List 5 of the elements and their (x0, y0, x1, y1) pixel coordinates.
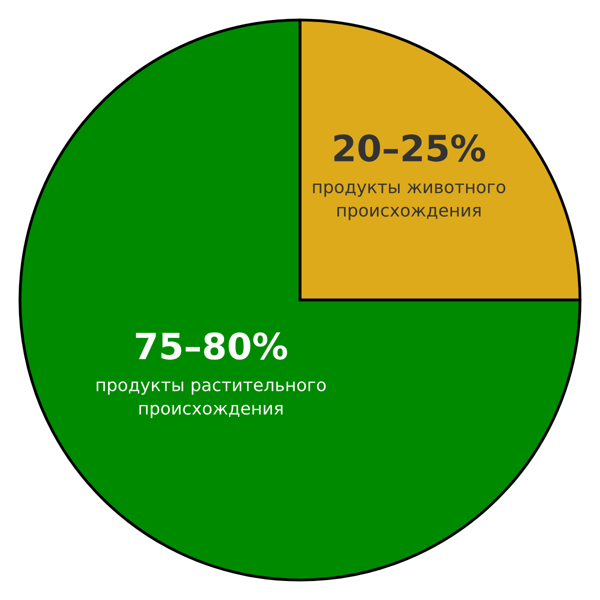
slice-label: продукты растительного происхождения (96, 381, 326, 418)
slice-label: продукты животного происхождения (313, 183, 506, 220)
text: 75–80% (136, 332, 288, 360)
text: 20–25% (334, 134, 486, 162)
pie-slice (18, 18, 582, 582)
